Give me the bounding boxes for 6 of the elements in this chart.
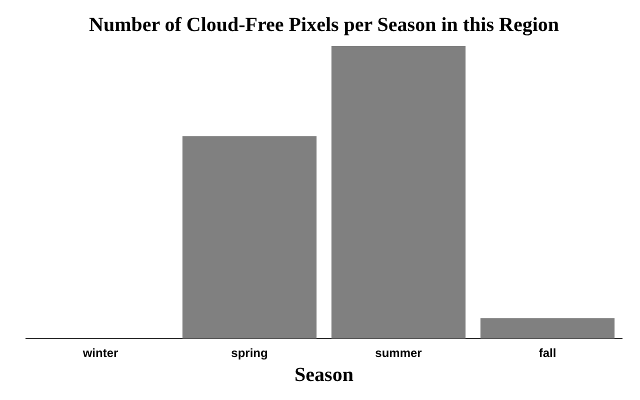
x-tick-label: spring [231,346,268,360]
x-tick-label: winter [82,346,118,360]
x-tick-label: fall [538,346,556,360]
chart-title: Number of Cloud-Free Pixels per Season in this Region [88,14,560,36]
x-axis-title: Season [294,364,354,386]
x-tick-label: summer [375,346,422,360]
